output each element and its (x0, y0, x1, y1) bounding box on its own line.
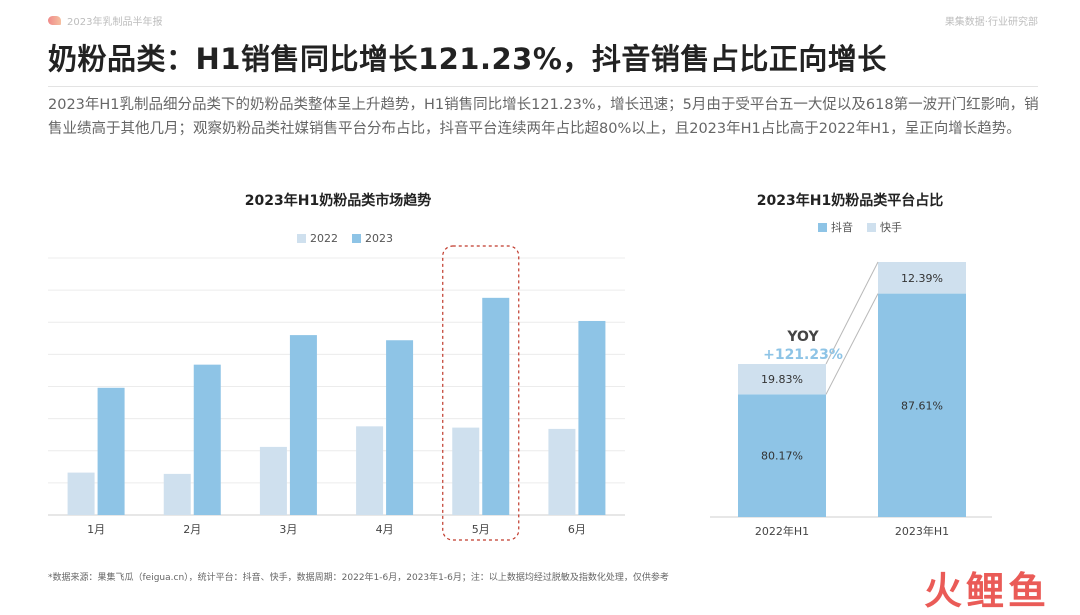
bar-kuaishou-2 (878, 262, 966, 294)
legend-swatch-kuaishou (867, 222, 876, 232)
trend-chart-legend: 2022 2023 (297, 232, 393, 245)
share-x-tick-label: 2023年H1 (895, 524, 949, 538)
legend-label-douyin: 抖音 (831, 221, 853, 234)
brand-logo-icon (48, 16, 61, 25)
bar-douyin-2 (878, 293, 966, 517)
x-tick-label: 3月 (279, 523, 297, 536)
bar-2022-4 (356, 426, 384, 515)
bar-douyin-1 (738, 394, 826, 517)
connector-line-top (825, 261, 879, 365)
data-label-kuaishou: 19.83% (761, 373, 803, 386)
x-tick-label: 6月 (568, 523, 586, 536)
org-name: 果集数据·行业研究部 (944, 17, 1038, 28)
data-label-kuaishou: 12.39% (901, 272, 943, 285)
bar-2023-4 (386, 340, 414, 515)
share-chart-title: 2023年H1奶粉品类平台占比 (756, 193, 944, 209)
bar-2023-5 (482, 297, 510, 515)
x-tick-label: 2月 (183, 523, 201, 536)
bar-2022-3 (259, 446, 287, 515)
connector-line-mid (825, 293, 879, 395)
bar-2022-5 (452, 427, 480, 515)
legend-label-2023: 2023 (365, 232, 393, 245)
bar-kuaishou-1 (738, 364, 826, 395)
trend-chart-title: 2023年H1奶粉品类市场趋势 (244, 193, 432, 209)
data-source-footnote: *数据来源：果集飞瓜（feigua.cn），统计平台：抖音、快手，数据周期：20… (48, 573, 669, 583)
legend-swatch-2022 (297, 234, 306, 243)
bar-2022-1 (67, 472, 95, 515)
report-header: 2023年乳制品半年报 (48, 13, 162, 28)
bar-2023-2 (193, 364, 221, 515)
bar-2022-6 (548, 428, 576, 515)
legend-swatch-douyin (818, 222, 827, 232)
share-chart-legend: 抖音 快手 (818, 219, 902, 235)
watermark-logo: 火鲤鱼 (923, 569, 1050, 613)
legend-label-2022: 2022 (310, 232, 338, 245)
legend-swatch-2023 (352, 234, 361, 243)
bar-2022-2 (163, 473, 191, 515)
data-label-douyin: 87.61% (901, 399, 943, 412)
bar-2023-6 (578, 320, 606, 515)
yoy-value: +121.23% (763, 347, 843, 363)
x-tick-label: 4月 (376, 523, 394, 536)
bar-2023-3 (289, 335, 317, 515)
title-divider (48, 86, 1038, 87)
legend-label-kuaishou: 快手 (880, 221, 902, 234)
summary-text: 2023年H1乳制品细分品类下的奶粉品类整体呈上升趋势，H1销售同比增长121.… (48, 97, 1039, 137)
data-label-douyin: 80.17% (761, 450, 803, 463)
share-x-tick-label: 2022年H1 (755, 524, 809, 538)
yoy-label: YOY (786, 329, 819, 345)
page-title: 奶粉品类：H1销售同比增长121.23%，抖音销售占比正向增长 (48, 42, 887, 76)
bar-2023-1 (97, 387, 125, 515)
report-tag: 2023年乳制品半年报 (67, 17, 163, 28)
x-tick-label: 5月 (472, 523, 490, 536)
x-tick-label: 1月 (87, 523, 105, 536)
